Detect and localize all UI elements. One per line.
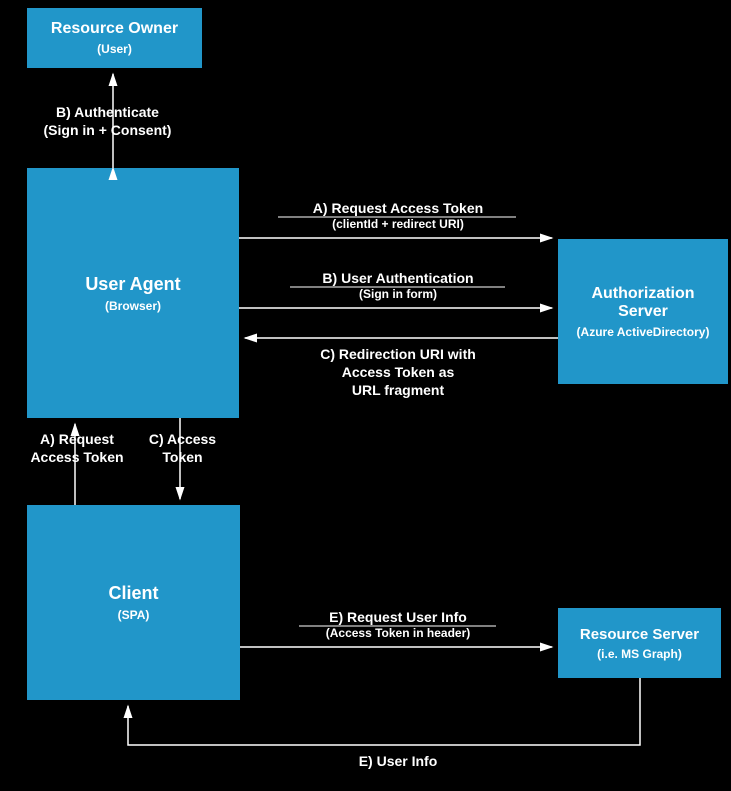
- node-client: Client (SPA): [27, 505, 240, 700]
- label-line: Token: [135, 448, 230, 466]
- label-b-authenticate: B) Authenticate (Sign in + Consent): [20, 103, 195, 139]
- node-subtitle: (SPA): [118, 608, 150, 622]
- label-line: A) Request Access Token: [258, 199, 538, 217]
- label-c-access-token: C) Access Token: [135, 430, 230, 466]
- node-subtitle: (Browser): [105, 299, 161, 313]
- label-line: (Sign in form): [258, 287, 538, 303]
- label-line: (Access Token in header): [258, 626, 538, 642]
- node-subtitle: (User): [97, 42, 132, 56]
- label-line: C) Access: [135, 430, 230, 448]
- label-e-request-user: E) Request User Info (Access Token in he…: [258, 608, 538, 642]
- label-a-request-token: A) Request Access Token (clientId + redi…: [258, 199, 538, 233]
- label-e-user-info: E) User Info: [258, 752, 538, 770]
- label-line: Access Token as: [258, 363, 538, 381]
- label-line: (Sign in + Consent): [20, 121, 195, 139]
- label-line: E) User Info: [258, 752, 538, 770]
- node-user-agent: User Agent (Browser): [27, 168, 239, 418]
- node-resource-owner: Resource Owner (User): [27, 8, 202, 68]
- label-a-request-left: A) Request Access Token: [22, 430, 132, 466]
- label-line: A) Request: [22, 430, 132, 448]
- node-title: User Agent: [85, 274, 180, 295]
- node-title: Resource Owner: [51, 20, 178, 38]
- node-title: AuthorizationServer: [591, 285, 694, 321]
- node-resource-server: Resource Server (i.e. MS Graph): [558, 608, 721, 678]
- label-line: URL fragment: [258, 381, 538, 399]
- node-title: Resource Server: [580, 626, 699, 643]
- label-line: B) User Authentication: [258, 269, 538, 287]
- label-line: Access Token: [22, 448, 132, 466]
- node-subtitle: (Azure ActiveDirectory): [577, 325, 710, 339]
- label-line: E) Request User Info: [258, 608, 538, 626]
- label-c-redirect: C) Redirection URI with Access Token as …: [258, 345, 538, 400]
- label-line: B) Authenticate: [20, 103, 195, 121]
- label-b-user-auth: B) User Authentication (Sign in form): [258, 269, 538, 303]
- label-line: (clientId + redirect URI): [258, 217, 538, 233]
- node-title: Client: [108, 583, 158, 604]
- label-line: C) Redirection URI with: [258, 345, 538, 363]
- node-subtitle: (i.e. MS Graph): [597, 647, 682, 661]
- node-auth-server: AuthorizationServer (Azure ActiveDirecto…: [558, 239, 728, 384]
